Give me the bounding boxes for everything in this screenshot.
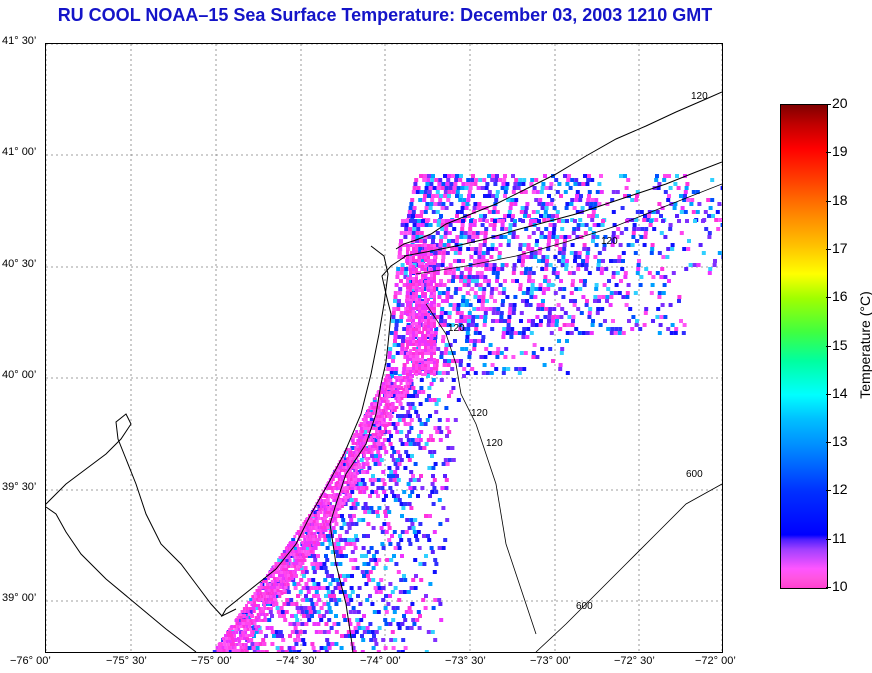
- isobath-120: [415, 183, 722, 275]
- delaware-bay-coast: [46, 413, 223, 617]
- isobath-label: 120: [448, 323, 465, 334]
- delmarva-coast: [46, 506, 197, 652]
- isobath-label: 120: [486, 438, 503, 449]
- colorbar-tick-label: 19: [832, 143, 848, 160]
- isobath-120-shelf: [425, 303, 537, 635]
- colorbar-tick: [826, 345, 831, 347]
- nj-coastline: [329, 255, 407, 652]
- graticule-grid: [46, 44, 722, 652]
- longitude-label: −76° 00’: [10, 655, 51, 667]
- sst-map-canvas: 120 120 120 120 120 600 600: [46, 44, 722, 652]
- isobath-label: 600: [576, 601, 593, 612]
- colorbar-tick: [826, 442, 831, 444]
- colorbar-tick: [826, 587, 831, 588]
- longitude-label: −72° 30’: [614, 655, 655, 667]
- colorbar-tick: [826, 393, 831, 395]
- colorbar-tick-label: 16: [832, 288, 848, 305]
- colorbar-title: Temperature (°C): [857, 291, 872, 399]
- coastline: [46, 91, 722, 652]
- isobath-label: 120: [601, 236, 618, 247]
- map-title: RU COOL NOAA–15 Sea Surface Temperature:…: [57, 5, 713, 25]
- colorbar-tick-label: 13: [832, 433, 848, 450]
- longitude-label: −73° 30’: [445, 655, 486, 667]
- colorbar-tick-label: 10: [832, 578, 848, 594]
- latitude-label: 41° 00’: [2, 146, 37, 158]
- temperature-colorbar: [780, 104, 828, 589]
- sst-pixels: [212, 174, 722, 652]
- latitude-label: 41° 30’: [2, 35, 37, 47]
- colorbar-tick: [826, 104, 831, 105]
- colorbar-tick: [826, 152, 831, 154]
- colorbar-tick-label: 17: [832, 239, 848, 256]
- colorbar-tick: [826, 538, 831, 540]
- colorbar-tick-label: 15: [832, 336, 848, 353]
- longitude-label: −72° 00’: [695, 655, 736, 667]
- isobath-label: 120: [691, 91, 708, 102]
- colorbar-tick: [826, 248, 831, 250]
- isobath-label: 600: [686, 469, 703, 480]
- longitude-label: −74° 30’: [276, 655, 317, 667]
- longitude-label: −73° 00’: [530, 655, 571, 667]
- colorbar-tick: [826, 200, 831, 202]
- longitude-label: −74° 00’: [360, 655, 401, 667]
- colorbar-tick-label: 11: [832, 529, 847, 546]
- ny-harbor-coast: [395, 91, 722, 250]
- latitude-label: 39° 30’: [2, 481, 37, 493]
- colorbar-tick-label: 20: [832, 95, 848, 111]
- long-island-south-coast: [403, 161, 722, 257]
- colorbar-tick: [826, 297, 831, 299]
- longitude-label: −75° 30’: [106, 655, 147, 667]
- colorbar-tick-label: 18: [832, 191, 848, 208]
- latitude-label: 40° 30’: [2, 258, 37, 270]
- colorbar-tick-label: 14: [832, 384, 848, 401]
- longitude-label: −75° 00’: [191, 655, 232, 667]
- nj-barrier-coast: [220, 245, 389, 618]
- isobath-600: [535, 483, 722, 652]
- latitude-label: 39° 00’: [2, 592, 37, 604]
- sst-map: 120 120 120 120 120 600 600: [45, 43, 723, 653]
- isobath-label: 120: [471, 408, 488, 419]
- latitude-label: 40° 00’: [2, 369, 37, 381]
- contour-labels: 120 120 120 120 120 600 600: [448, 91, 708, 612]
- colorbar-tick: [826, 490, 831, 492]
- colorbar-tick-label: 12: [832, 481, 848, 498]
